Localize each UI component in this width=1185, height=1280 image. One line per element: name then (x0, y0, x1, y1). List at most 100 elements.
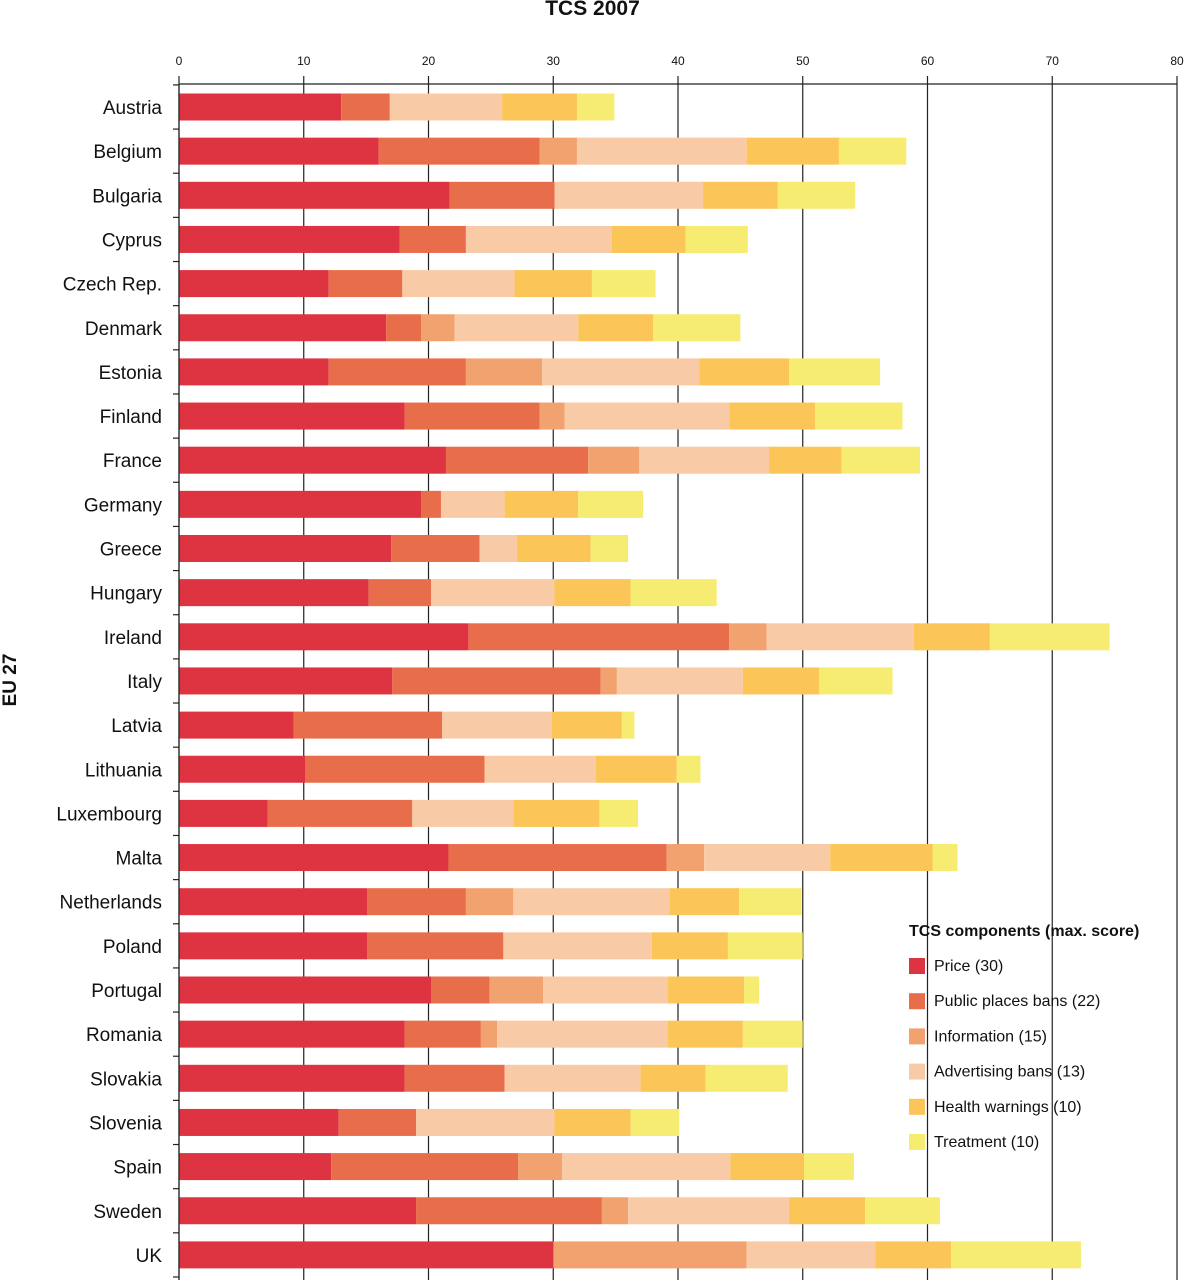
bar-segment (179, 93, 342, 121)
bar-segment (179, 490, 422, 518)
bar-segment (601, 1197, 629, 1225)
bar-segment (402, 270, 515, 298)
bar-segment (465, 225, 612, 253)
bar-segment (838, 137, 907, 165)
bar-segment (542, 358, 700, 386)
category-label: UK (136, 1246, 163, 1267)
bar-segment (448, 844, 667, 872)
bar-segment (621, 711, 635, 739)
bar-segment (304, 755, 485, 783)
x-tick-label: 40 (671, 54, 685, 68)
bar-segment (179, 1064, 405, 1092)
bar-segment (179, 711, 294, 739)
bar-segment (744, 976, 760, 1004)
bar-segment (454, 314, 579, 342)
bar-segment (576, 93, 615, 121)
category-label: Netherlands (60, 893, 162, 914)
bar-segment (815, 402, 903, 430)
bar-segment (561, 1153, 731, 1181)
bar-segment (504, 490, 579, 518)
category-label: Ireland (104, 628, 162, 649)
bar-segment (368, 579, 431, 607)
bar-segment (539, 402, 565, 430)
category-label: Bulgaria (92, 186, 162, 207)
category-label: Germany (84, 495, 163, 516)
chart-title: TCS 2007 (545, 0, 640, 20)
bar-segment (179, 799, 268, 827)
bar-segment (267, 799, 413, 827)
bar-segment (553, 1241, 747, 1269)
bar-segment (430, 579, 555, 607)
bar-segment (465, 358, 543, 386)
bar-segment (913, 623, 990, 651)
bar-segment (630, 1108, 680, 1136)
bar-segment (328, 270, 403, 298)
bar-segment (484, 755, 596, 783)
bar-segment (442, 711, 553, 739)
bar-segment (554, 579, 631, 607)
bar-segment (685, 225, 748, 253)
legend-label: Public places bans (22) (934, 993, 1100, 1010)
bar-segment (865, 1197, 940, 1225)
bar-segment (746, 137, 839, 165)
bar-segment (179, 1108, 339, 1136)
bar-segment (702, 181, 778, 209)
bar-segment (421, 314, 455, 342)
bar-segment (989, 623, 1110, 651)
bar-segment (179, 137, 379, 165)
bar-segment (730, 1153, 804, 1181)
labels-layer: 0 10 20 30 40 50 60 70 80 Austria Belgium Bulgaria C… (0, 54, 1184, 1267)
bar-segment (503, 932, 652, 960)
bar-segment (818, 667, 893, 695)
legend-label: Treatment (10) (934, 1134, 1039, 1151)
bar-segment (179, 976, 431, 1004)
bar-segment (705, 1064, 788, 1092)
bar-segment (669, 888, 740, 916)
bar-segment (179, 446, 446, 474)
bar-segment (578, 314, 654, 342)
bar-segment (179, 667, 393, 695)
x-tick-label: 20 (422, 54, 436, 68)
bar-segment (179, 1020, 405, 1048)
bar-segment (179, 225, 400, 253)
bar-segment (389, 93, 503, 121)
x-tick-label: 30 (547, 54, 561, 68)
bar-segment (539, 137, 577, 165)
bar-segment (179, 932, 368, 960)
bar-segment (479, 535, 518, 562)
legend-label: Information (15) (934, 1028, 1047, 1045)
bar-segment (599, 799, 639, 827)
bar-segment (739, 888, 802, 916)
category-label: Czech Rep. (63, 275, 162, 296)
bar-segment (668, 1020, 743, 1048)
bar-segment (293, 711, 443, 739)
bar-segment (367, 932, 504, 960)
bar-segment (179, 1153, 332, 1181)
bar-segment (430, 976, 490, 1004)
bar-segment (789, 1197, 866, 1225)
bar-segment (504, 1064, 641, 1092)
category-label: Portugal (91, 981, 162, 1002)
bar-segment (341, 93, 390, 121)
bar-segment (600, 667, 617, 695)
legend-swatch (909, 1063, 925, 1080)
bar-segment (591, 270, 656, 298)
bar-segment (502, 93, 577, 121)
bar-segment (789, 358, 881, 386)
x-tick-label: 10 (297, 54, 311, 68)
category-label: Poland (103, 937, 162, 958)
x-tick-label: 50 (796, 54, 810, 68)
category-label: Spain (113, 1158, 162, 1179)
y-axis-label: EU 27 (0, 654, 21, 707)
bar-segment (440, 490, 505, 518)
bar-segment (653, 314, 741, 342)
bar-segment (554, 1108, 631, 1136)
bar-segment (590, 535, 629, 562)
category-label: Austria (103, 98, 163, 119)
bar-segment (746, 1241, 876, 1269)
bar-segment (179, 181, 450, 209)
bar-segment (552, 711, 622, 739)
legend-label: Price (30) (934, 958, 1003, 975)
category-label: Slovakia (90, 1069, 162, 1090)
legend-swatch (909, 993, 925, 1010)
